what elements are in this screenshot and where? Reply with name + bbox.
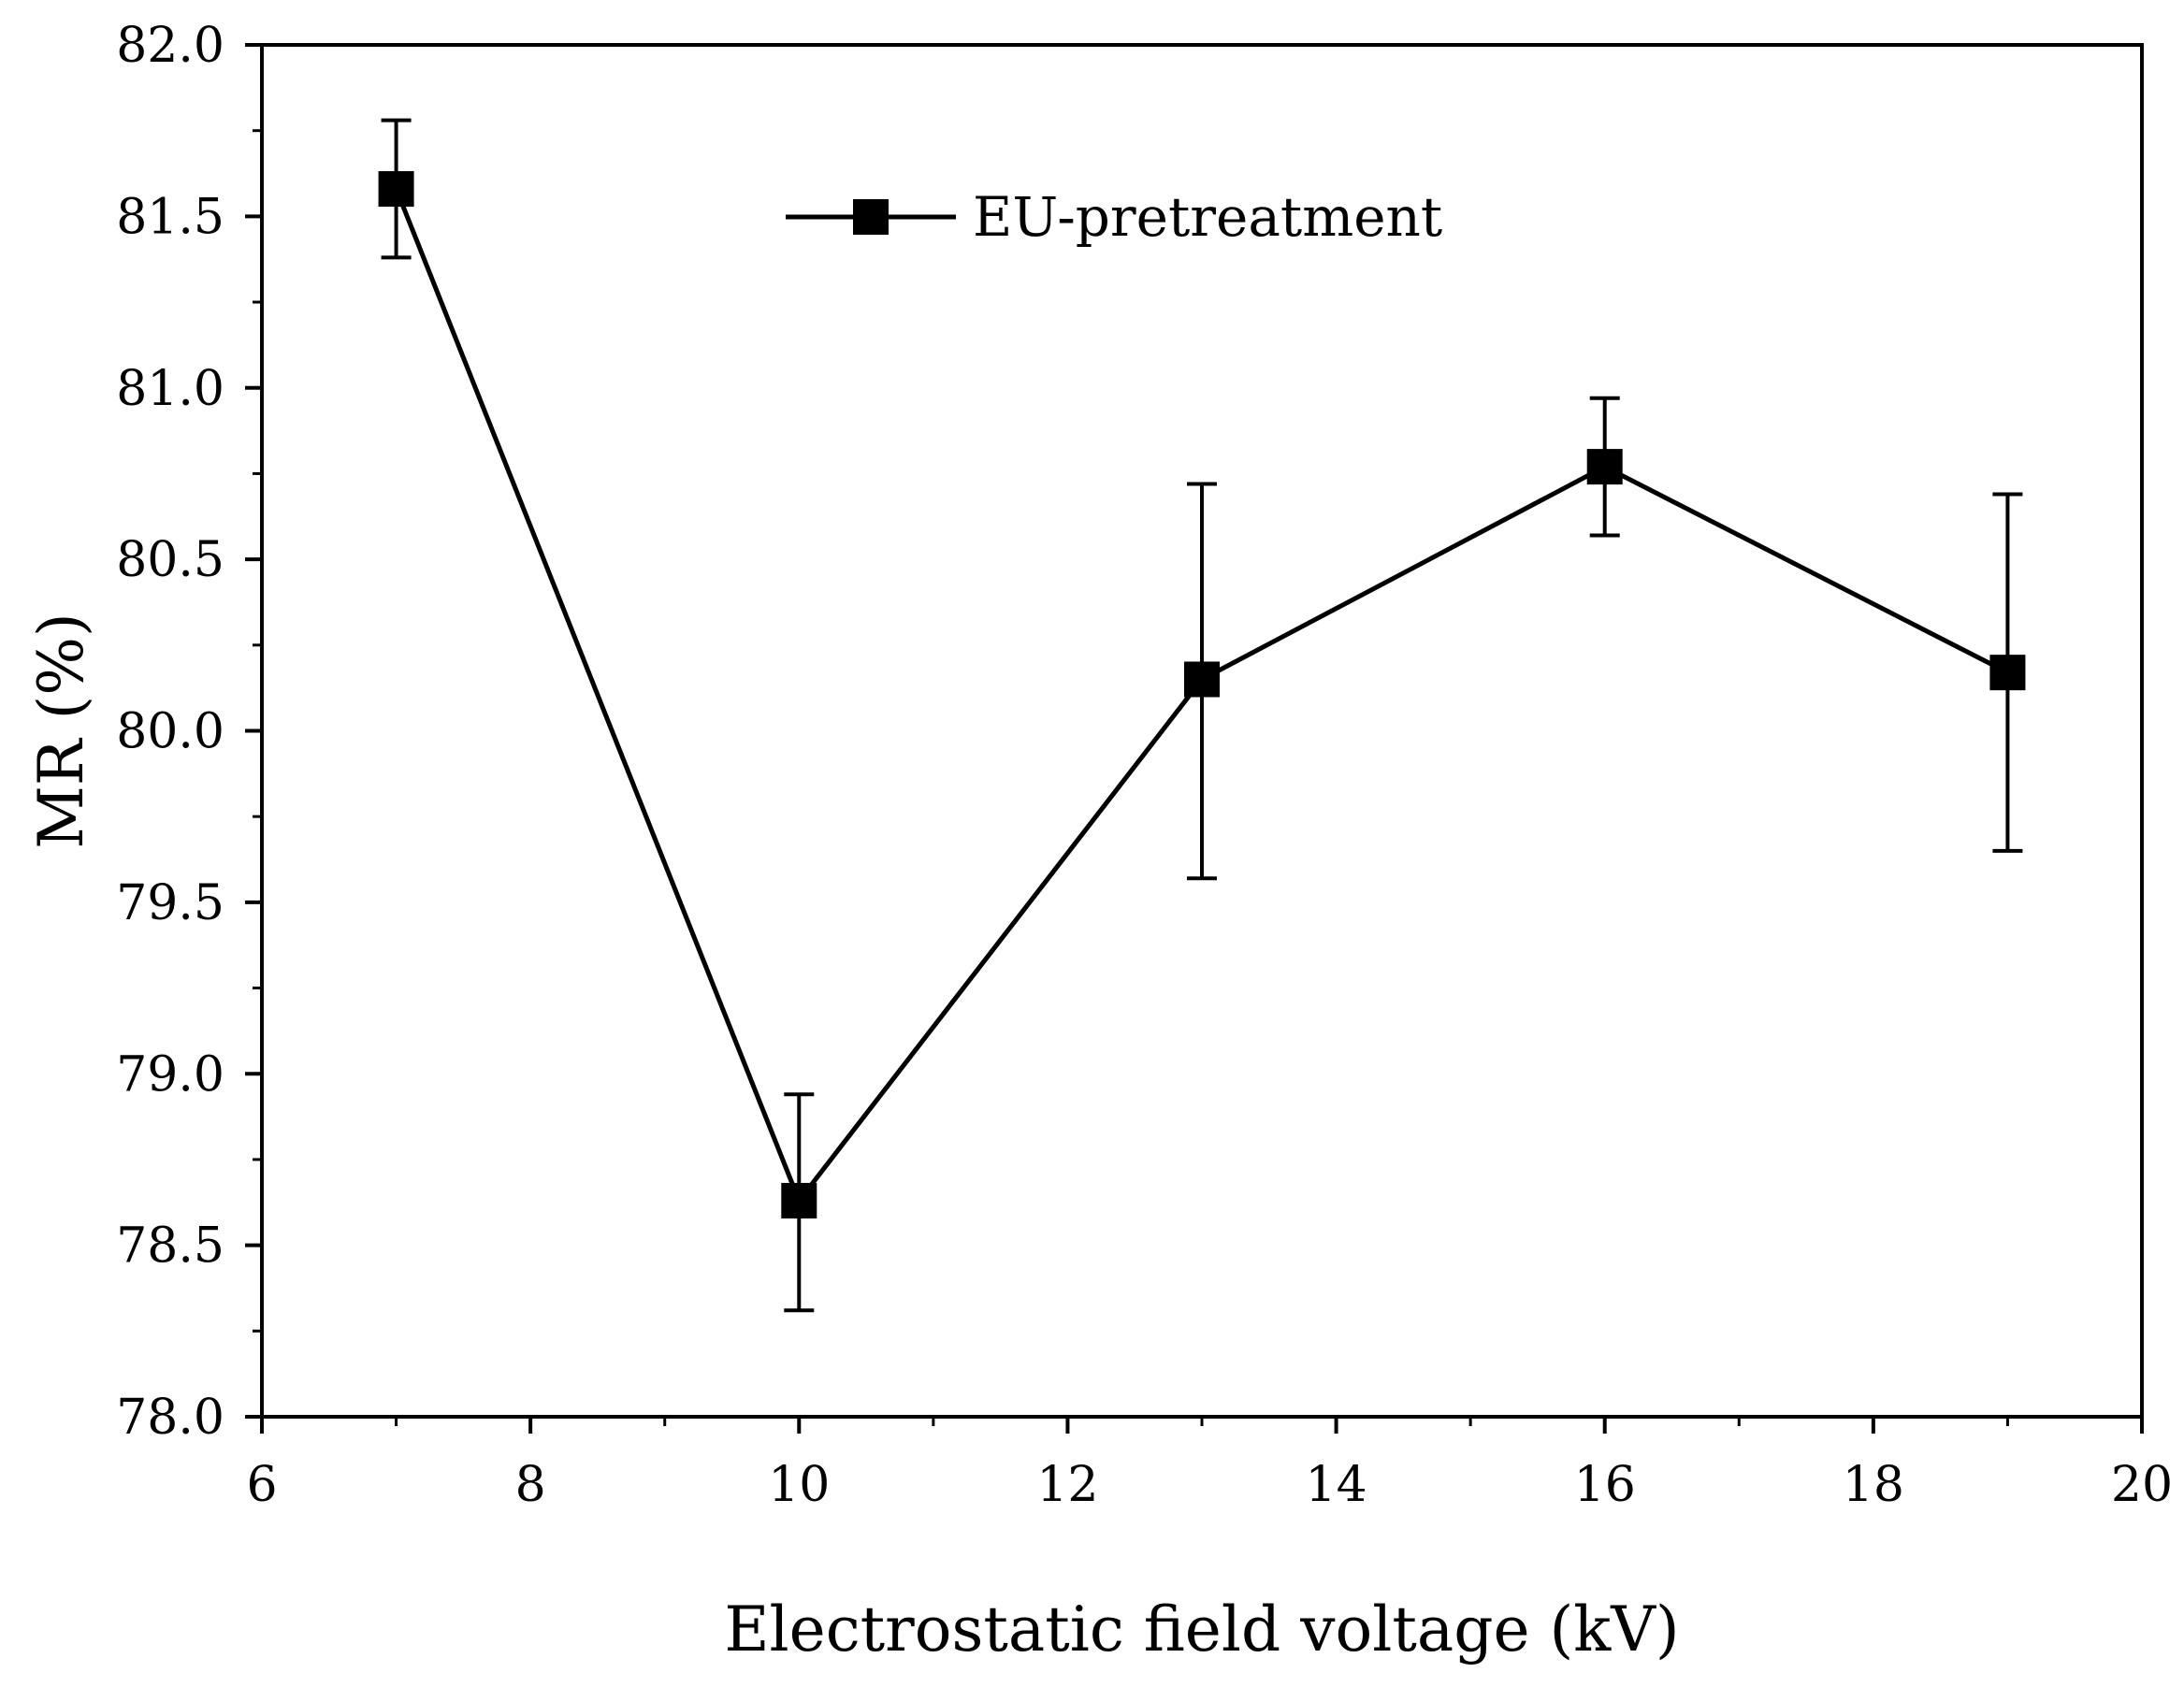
data-series [378,118,2026,1313]
data-point [1586,449,1623,485]
y-tick-label: 79.5 [116,875,224,931]
y-tick-label: 79.0 [116,1046,224,1103]
x-tick-label: 10 [768,1457,830,1513]
x-tick-label: 20 [2111,1457,2173,1513]
x-axis-title: Electrostatic field voltage (kV) [724,1593,1679,1665]
y-axis-title: MR (%) [25,613,97,848]
data-point [378,171,414,208]
legend-marker-square [853,199,889,235]
legend: EU-pretreatment [786,185,1442,249]
y-tick-label: 80.5 [116,532,224,588]
x-tick-label: 16 [1574,1457,1636,1513]
x-tick-label: 18 [1843,1457,1904,1513]
axis-ticks: 6 8 10 12 14 16 18 20 78.0 78.5 79.0 79.5 80.0 80.5 81… [116,18,2173,1513]
y-tick-label: 82.0 [116,18,224,74]
y-tick-label: 81.5 [116,189,224,245]
x-tick-label: 12 [1036,1457,1098,1513]
y-tick-label: 78.0 [116,1390,224,1446]
y-tick-label: 80.0 [116,704,224,760]
x-tick-label: 8 [515,1457,546,1513]
data-point [781,1182,817,1218]
x-tick-label: 14 [1305,1457,1367,1513]
y-tick-label: 78.5 [116,1218,224,1275]
legend-label: EU-pretreatment [973,185,1442,249]
data-point [1989,655,2026,691]
y-tick-label: 81.0 [116,361,224,417]
data-point [1184,661,1220,698]
x-tick-label: 6 [246,1457,277,1513]
